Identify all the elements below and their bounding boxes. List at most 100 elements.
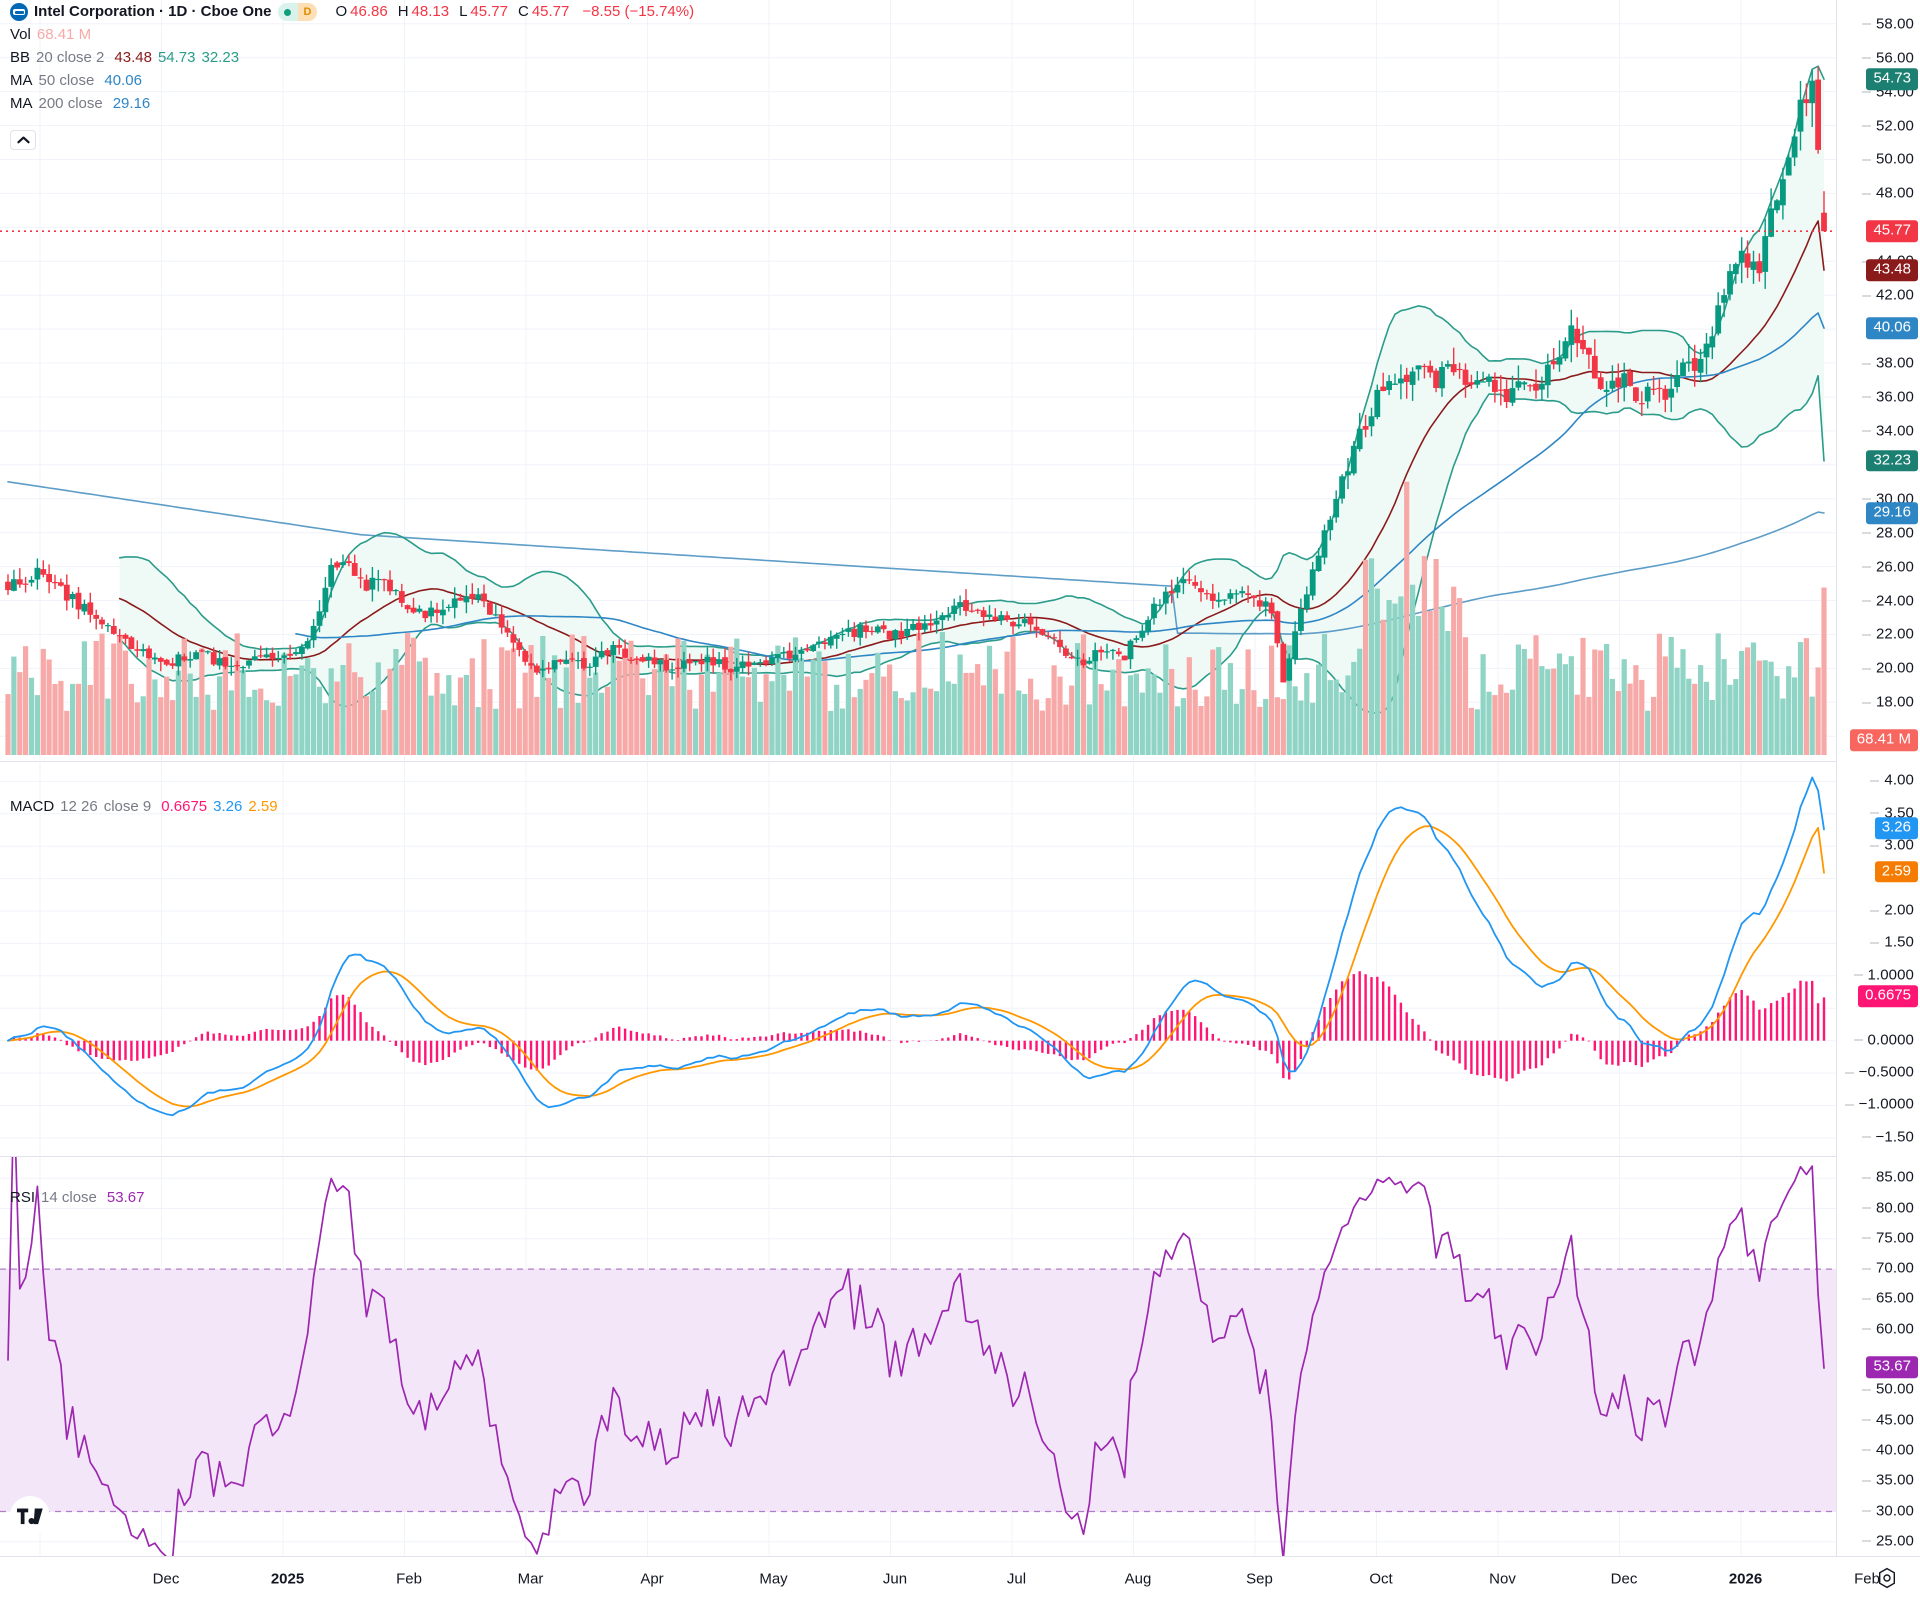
price-pane[interactable] [0,0,1836,760]
macd-axis-tick-1.50: 1.50 [1870,934,1914,951]
axis-tick-dash [1844,1104,1854,1106]
axis-tick-dash [1861,532,1871,534]
rsi-legend[interactable]: RSI 14 close 53.67 [10,1188,144,1208]
price-axis-tick-58: 58.00 [1861,15,1914,32]
axis-tick-dash [1861,600,1871,602]
rsi-pane[interactable] [0,1156,1836,1556]
axis-tick-dash [1861,1237,1871,1239]
volume-value: 68.41 M [36,26,92,43]
axis-tick-dash [1861,295,1871,297]
bb-label: BB [10,49,31,66]
bb-legend[interactable]: BB 20 close 2 43.48 54.73 32.23 [10,48,239,68]
price-axis[interactable]: 58.0056.0054.0052.0050.0048.0044.0042.00… [1836,0,1920,1556]
axis-tick-dash [1861,1480,1871,1482]
macd-hist-badge[interactable]: 0.6675 [1858,985,1918,1008]
interval-badge[interactable]: D [297,3,318,21]
chart-settings-icon[interactable] [1876,1567,1898,1589]
axis-tick-dash [1861,396,1871,398]
rsi-axis-tick-50: 50.00 [1861,1381,1914,1398]
rsi-chart-canvas[interactable] [0,1157,1836,1556]
axis-tick-dash [1861,363,1871,365]
macd-axis-tick-0.0000: 0.0000 [1853,1031,1914,1048]
macd-params-a: 12 26 [60,798,98,815]
price-chart-canvas[interactable] [0,0,1836,760]
time-axis-tick: Jul [1006,1570,1027,1588]
macd-signal-value: 2.59 [248,798,278,815]
symbol-legend[interactable]: Intel Corporation · 1D · Cboe One D O 46.… [10,2,694,22]
chevron-up-icon [16,136,30,144]
time-axis-tick: 2025 [270,1570,305,1588]
axis-tick-dash [1870,812,1880,814]
macd-label: MACD [10,798,55,815]
macd-axis-tick-−0.5000: −0.5000 [1844,1064,1914,1081]
bb-lower-price-badge[interactable]: 32.23 [1866,450,1918,472]
macd-line-value: 3.26 [213,798,243,815]
rsi-axis-tick-65: 65.00 [1861,1290,1914,1307]
time-axis-tick: Aug [1124,1570,1152,1588]
axis-tick-dash [1861,1449,1871,1451]
bb-lower-value: 32.23 [201,49,240,66]
rsi-value-badge[interactable]: 53.67 [1866,1356,1918,1378]
tradingview-logo[interactable] [10,1496,50,1536]
last-price-badge[interactable]: 45.77 [1866,220,1918,242]
axis-tick-dash [1861,1298,1871,1300]
axis-tick-dash [1861,1510,1871,1512]
price-axis-tick-22: 22.00 [1861,626,1914,643]
axis-tick-dash [1870,942,1880,944]
axis-tick-dash [1861,1389,1871,1391]
axis-tick-dash [1861,1207,1871,1209]
axis-tick-dash [1861,193,1871,195]
price-axis-tick-18: 18.00 [1861,694,1914,711]
time-axis-tick: Jun [882,1570,908,1588]
ma200-legend[interactable]: MA 200 close 29.16 [10,94,150,114]
axis-tick-dash [1861,125,1871,127]
symbol-title[interactable]: Intel Corporation · 1D · Cboe One [34,3,272,20]
price-axis-tick-38: 38.00 [1861,355,1914,372]
rsi-axis-tick-30: 30.00 [1861,1502,1914,1519]
collapse-legend-button[interactable] [10,130,36,150]
volume-badge[interactable]: 68.41 M [1849,729,1918,751]
bb-params: 20 close 2 [36,49,105,66]
ohlc-open-value: 46.86 [350,3,388,20]
price-axis-tick-24: 24.00 [1861,592,1914,609]
bb-basis-price-badge[interactable]: 43.48 [1866,259,1918,281]
ohlc-low-label: L [459,3,468,20]
rsi-axis-tick-80: 80.00 [1861,1199,1914,1216]
time-axis-tick: Feb [1854,1570,1880,1588]
rsi-label: RSI [10,1189,36,1206]
intel-logo-icon [10,3,28,21]
macd-pane[interactable] [0,761,1836,1155]
price-axis-tick-48: 48.00 [1861,185,1914,202]
rsi-axis-tick-45: 45.00 [1861,1411,1914,1428]
axis-tick-dash [1861,702,1871,704]
axis-tick-dash [1870,780,1880,782]
rsi-axis-tick-85: 85.00 [1861,1169,1914,1186]
axis-tick-dash [1861,1540,1871,1542]
axis-tick-dash [1861,1136,1871,1138]
ma50-price-badge[interactable]: 40.06 [1866,317,1918,339]
time-axis[interactable]: Dec 2025 Feb Mar Apr May Jun Jul Aug Sep Oct Nov Dec… [0,1556,1920,1600]
ohlc-high-label: H [397,3,409,20]
session-interval-chip[interactable]: D [277,3,318,21]
bb-upper-price-badge[interactable]: 54.73 [1866,68,1918,90]
rsi-axis-tick-35: 35.00 [1861,1472,1914,1489]
axis-tick-dash [1861,1328,1871,1330]
volume-legend[interactable]: Vol 68.41 M [10,25,91,45]
price-axis-tick-20: 20.00 [1861,660,1914,677]
axis-tick-dash [1861,634,1871,636]
ma200-price-badge[interactable]: 29.16 [1866,502,1918,524]
macd-signal-badge[interactable]: 2.59 [1874,861,1918,883]
time-axis-tick: Apr [640,1570,664,1588]
macd-legend[interactable]: MACD 12 26 close 9 0.6675 3.26 2.59 [10,797,278,817]
ma50-legend[interactable]: MA 50 close 40.06 [10,71,142,91]
session-open-dot [277,3,298,21]
macd-chart-canvas[interactable] [0,762,1836,1155]
axis-tick-dash [1870,845,1880,847]
ohlc-close-value: 45.77 [531,3,570,20]
axis-tick-dash [1853,974,1863,976]
axis-tick-dash [1861,498,1871,500]
time-axis-tick: Sep [1246,1570,1273,1588]
tradingview-logo-icon [17,1508,43,1524]
axis-tick-dash [1861,430,1871,432]
macd-line-badge[interactable]: 3.26 [1874,817,1918,840]
